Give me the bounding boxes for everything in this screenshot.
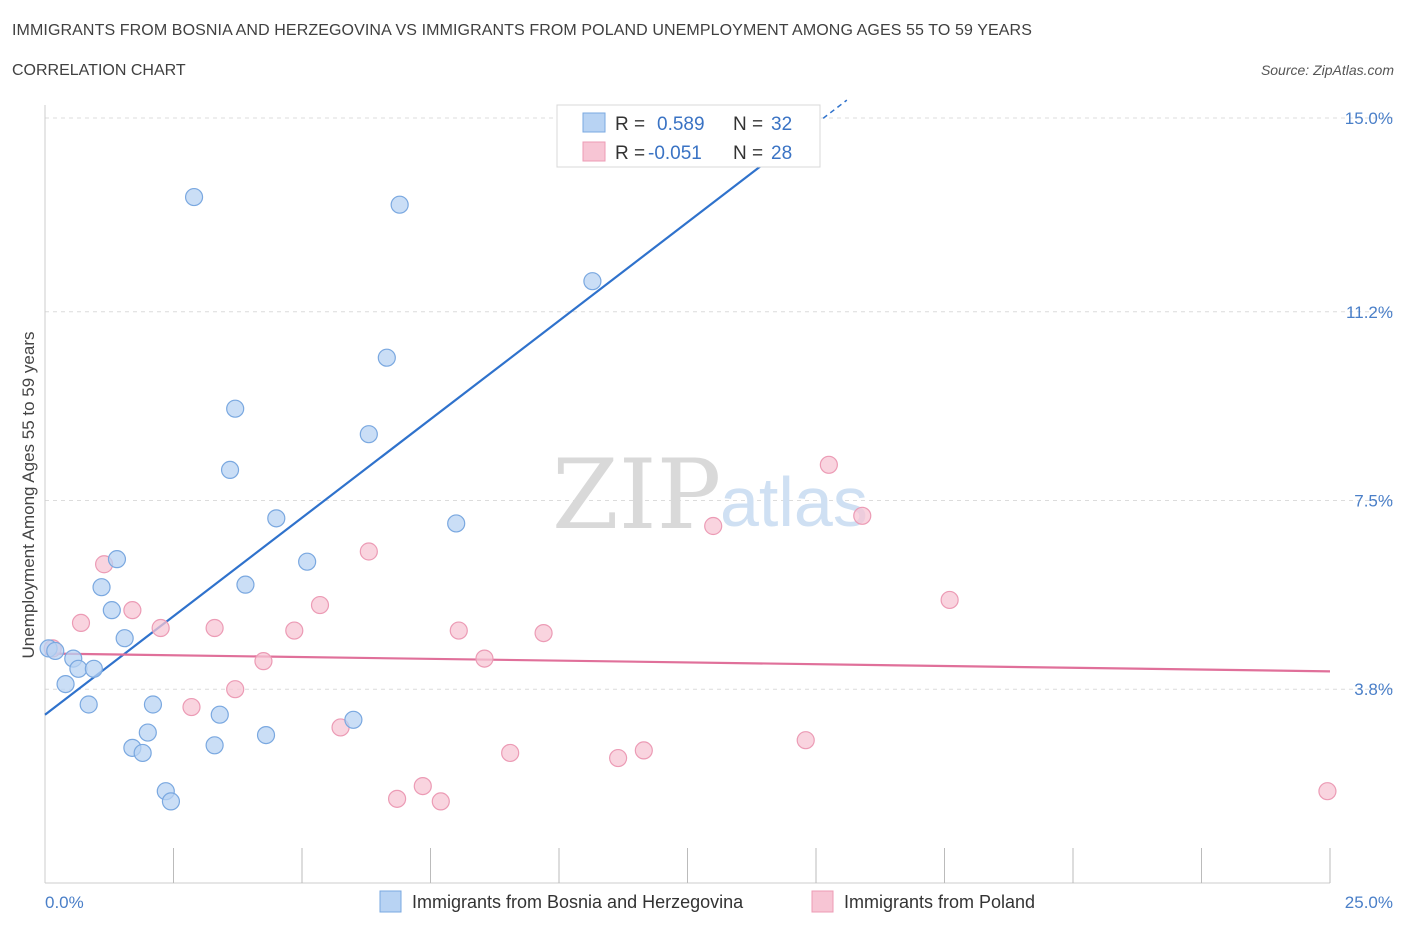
point-bosnia [161, 792, 181, 811]
point-poland [534, 623, 553, 643]
legend-n-label-1: N = [733, 114, 763, 135]
series-legend: Immigrants from Bosnia and Herzegovina I… [379, 890, 1035, 913]
point-bosnia [447, 514, 466, 533]
legend-n-label-2: N = [733, 143, 763, 164]
point-bosnia [205, 736, 224, 755]
y-tick-label: 3.8% [1354, 680, 1393, 699]
watermark-atlas: atlas [720, 463, 868, 541]
point-poland [796, 731, 815, 750]
point-poland [431, 792, 450, 811]
data-points [39, 187, 1337, 811]
chart-title: IMMIGRANTS FROM BOSNIA AND HERZEGOVINA V… [12, 22, 1032, 39]
point-bosnia [56, 674, 75, 694]
point-bosnia [84, 659, 103, 678]
point-bosnia [344, 710, 363, 729]
legend-swatch-poland [582, 141, 606, 162]
point-poland [123, 601, 142, 620]
watermark-zip: ZIP [552, 439, 721, 551]
point-poland [940, 590, 959, 610]
point-bosnia [377, 348, 396, 367]
bottom-legend-swatch-bosnia [379, 890, 402, 913]
point-bosnia [115, 629, 134, 648]
point-bosnia [184, 187, 204, 207]
point-poland [387, 789, 407, 808]
point-bosnia [69, 659, 88, 678]
point-poland [1318, 782, 1337, 801]
y-tick-label: 15.0% [1345, 109, 1393, 128]
point-bosnia [583, 272, 602, 291]
point-poland [475, 649, 494, 668]
bottom-legend-label-poland: Immigrants from Poland [844, 892, 1035, 912]
point-poland [226, 680, 245, 699]
point-poland [310, 595, 330, 615]
point-poland [853, 506, 872, 525]
point-poland [151, 618, 170, 638]
legend-r-value-2: -0.051 [648, 143, 702, 164]
point-bosnia [236, 575, 255, 594]
point-poland [359, 542, 378, 561]
point-bosnia [102, 601, 121, 620]
legend-r-label-1: R = [615, 114, 645, 135]
point-bosnia [256, 725, 276, 745]
x-tick-label-min: 0.0% [45, 893, 84, 912]
gridlines [45, 117, 1393, 690]
point-bosnia [298, 552, 317, 571]
point-poland [71, 613, 91, 633]
trendline-bosnia-extension [815, 99, 848, 125]
source-label: Source: ZipAtlas.com [1260, 62, 1394, 78]
point-poland [704, 516, 723, 536]
point-bosnia [210, 705, 229, 724]
trendline-bosnia [44, 122, 817, 716]
point-poland [449, 621, 468, 640]
point-bosnia [390, 195, 409, 214]
point-bosnia [220, 460, 240, 479]
x-tick-marks [173, 848, 1331, 883]
legend-n-value-2: 28 [771, 143, 792, 164]
point-poland [205, 618, 224, 638]
point-bosnia [92, 578, 111, 597]
y-axis-label: Unemployment Among Ages 55 to 59 years [19, 332, 38, 659]
legend-n-value-1: 32 [771, 114, 792, 135]
point-bosnia [143, 695, 163, 714]
point-poland [634, 741, 653, 760]
point-bosnia [138, 723, 157, 742]
watermark: ZIP atlas [552, 439, 868, 551]
point-bosnia [267, 509, 286, 528]
bottom-legend-swatch-poland [811, 890, 834, 913]
y-tick-label: 11.2% [1346, 303, 1393, 322]
point-poland [413, 776, 432, 796]
legend-r-label-2: R = [615, 143, 645, 164]
point-bosnia [226, 399, 245, 418]
point-poland [819, 455, 838, 474]
point-poland [254, 652, 273, 671]
y-tick-label: 7.5% [1354, 492, 1393, 511]
point-bosnia [46, 641, 65, 661]
trendline-poland [44, 652, 1331, 673]
point-bosnia [133, 743, 152, 763]
y-tick-labels: 3.8% 7.5% 11.2% 15.0% [1345, 109, 1393, 699]
chart-subtitle: CORRELATION CHART [12, 62, 186, 79]
point-poland [182, 697, 201, 717]
bottom-legend-label-bosnia: Immigrants from Bosnia and Herzegovina [412, 892, 744, 912]
x-tick-label-max: 25.0% [1345, 893, 1393, 912]
legend-r-value-1: 0.589 [657, 114, 705, 135]
point-bosnia [79, 695, 98, 714]
correlation-legend: R = 0.589 N = 32 R = -0.051 N = 28 [556, 104, 821, 168]
point-poland [609, 748, 628, 768]
point-poland [285, 621, 304, 640]
legend-swatch-bosnia [582, 112, 606, 133]
point-bosnia [359, 425, 378, 444]
point-bosnia [107, 550, 127, 569]
point-poland [501, 743, 520, 763]
